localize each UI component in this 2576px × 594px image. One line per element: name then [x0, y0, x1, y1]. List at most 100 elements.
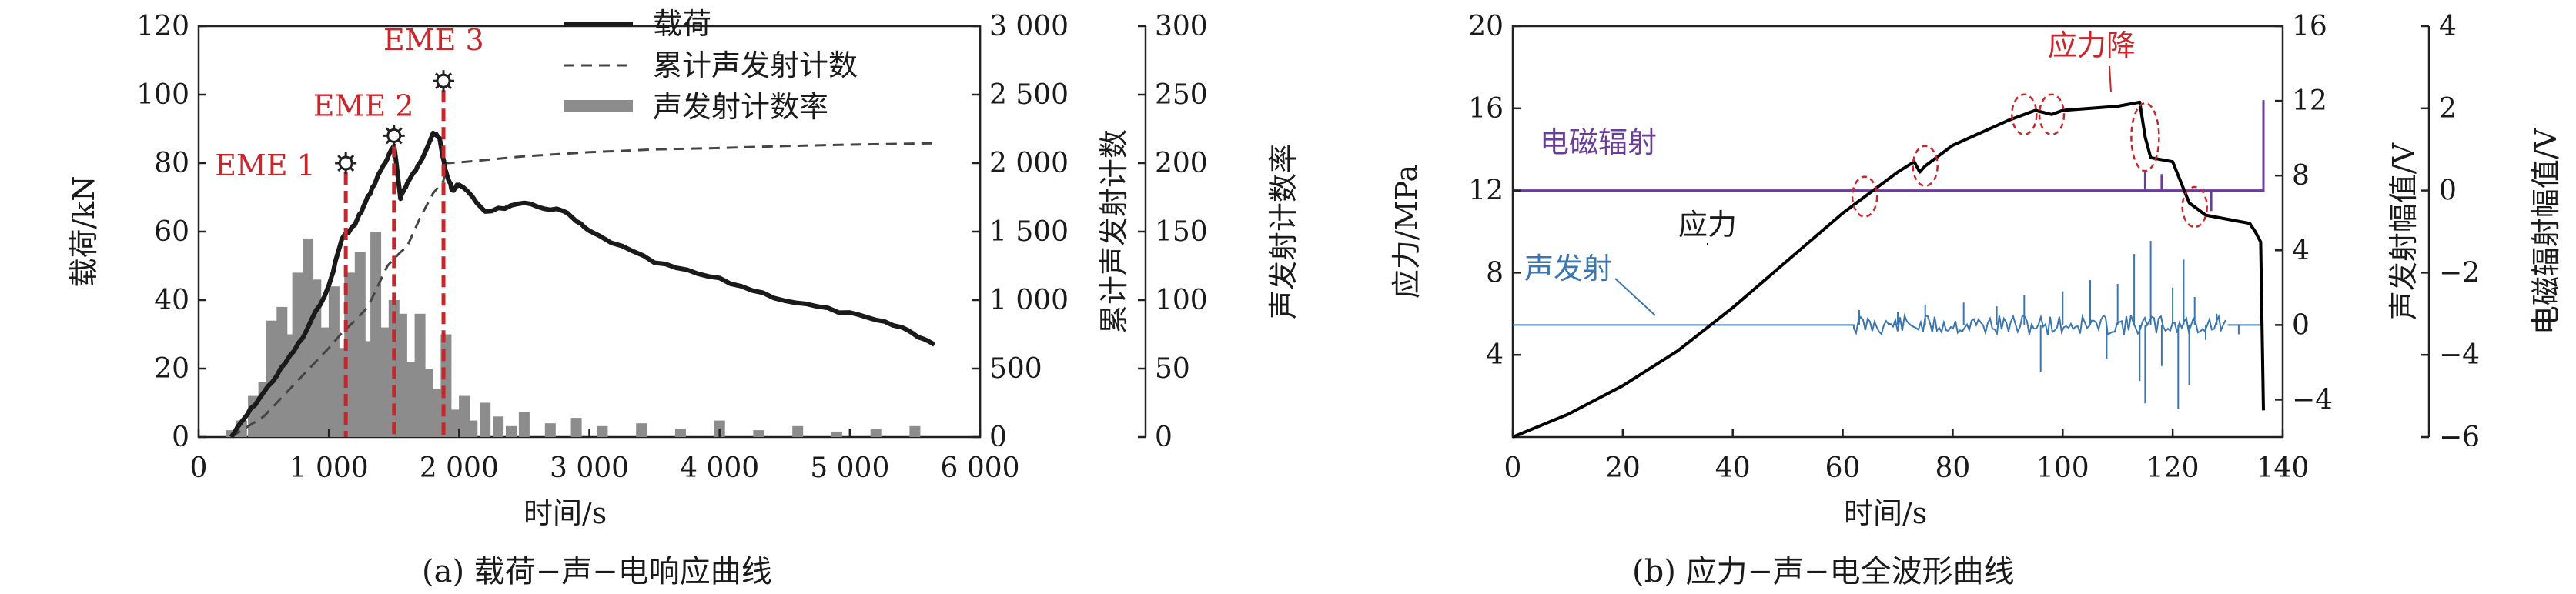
ae-rate-bar	[448, 409, 460, 437]
x-tick-label: 1 000	[289, 452, 369, 484]
right2-tick-label: 50	[1155, 353, 1190, 385]
y-tick-label: 16	[1468, 93, 1504, 125]
right1-tick-label: 16	[2292, 11, 2327, 42]
panel-b-ae-label: 声发射	[1524, 252, 1612, 285]
eme-label: EME 1	[215, 148, 316, 182]
eme-burst-icon	[386, 128, 402, 143]
right1-tick-label: 3 000	[989, 11, 1069, 42]
eme-burst-ray	[337, 155, 342, 159]
eme-burst-ray	[447, 72, 452, 77]
panel-b-right2-y-ticks: −6 −4 −2 0 2 4	[2421, 11, 2480, 453]
x-tick-label: 40	[1715, 452, 1751, 484]
x-tick-label: 3 000	[550, 452, 629, 484]
right1-tick-label: 8	[2292, 160, 2310, 192]
panel-a-legend: 载荷 累计声发射计数 声发射计数率	[564, 7, 858, 124]
y-tick-label: 20	[154, 353, 189, 385]
x-tick-label: 6 000	[940, 452, 1019, 484]
right2-tick-label: 2	[2439, 93, 2457, 125]
ae-rate-bar	[870, 429, 882, 437]
ae-rate-bar	[518, 412, 530, 437]
ae-rate-bar	[266, 320, 277, 437]
x-tick-label: 5 000	[810, 452, 889, 484]
legend-rate-label: 声发射计数率	[653, 90, 828, 124]
y-tick-label: 100	[136, 79, 189, 111]
ae-rate-bar	[396, 313, 407, 437]
eme-label: EME 2	[313, 88, 414, 122]
y-tick-label: 4	[1486, 339, 1504, 371]
panel-b-right1-y-ticks: −4 0 4 8 12 16	[2275, 11, 2333, 415]
ae-rate-bar	[792, 425, 804, 437]
panel-a-caption: (a) 载荷−声−电响应曲线	[422, 554, 772, 589]
panel-a-load-line	[229, 130, 936, 439]
panel-a-right1-y-ticks: 0 500 1 000 1 500 2 000 2 500 3 000	[972, 11, 1069, 453]
eme-label: EME 3	[383, 23, 484, 57]
ae-rate-bar	[467, 420, 478, 437]
right1-tick-label: 1 500	[989, 216, 1069, 248]
y-tick-label: 12	[1468, 175, 1504, 207]
y-tick-label: 20	[1468, 11, 1504, 42]
legend-load-label: 载荷	[653, 7, 711, 41]
ae-rate-bar	[344, 272, 356, 437]
panel-a: EME 1 EME 2 EME 3 0 1 000 2 000 3 000 4 000 5 0…	[67, 7, 1300, 589]
right2-tick-label: 200	[1155, 148, 1208, 179]
panel-b-right1-y-axis-label: 声发射幅值/V	[2387, 142, 2420, 320]
stress-drop-ellipse	[2130, 102, 2160, 172]
right2-tick-label: 250	[1155, 79, 1208, 111]
ae-rate-bar	[831, 431, 842, 437]
x-tick-label: 60	[1825, 452, 1861, 484]
x-tick-label: 20	[1605, 452, 1641, 484]
panel-b-stress-drop-label: 应力降	[2048, 28, 2136, 62]
right1-tick-label: 2 500	[989, 79, 1069, 111]
panel-b-emr-label: 电磁辐射	[1540, 125, 1657, 159]
panel-a-left-y-ticks: 0 20 40 60 80 100 120	[136, 11, 206, 453]
y-tick-label: 60	[154, 216, 189, 248]
panel-a-x-ticks: 0 1 000 2 000 3 000 4 000 5 000 6 000	[190, 429, 1020, 484]
eme-burst-ray	[447, 85, 452, 90]
ae-rate-bar	[909, 425, 921, 437]
eme-burst-ray	[385, 139, 390, 145]
ae-rate-bar	[493, 416, 504, 437]
ae-rate-bar	[370, 232, 382, 437]
panel-b-stress-line	[1512, 100, 2265, 439]
ae-rate-bar	[753, 430, 764, 437]
eme-burst-ray	[398, 127, 403, 132]
x-tick-label: 140	[2257, 452, 2310, 484]
ae-rate-bar	[422, 369, 433, 437]
panel-a-right1-y-axis-label: 累计声发射计数	[1097, 129, 1131, 334]
panel-b-x-ticks: 0 20 40 60 80 100 120 140	[1504, 429, 2310, 484]
x-tick-label: 0	[1504, 452, 1522, 484]
legend-rate-swatch	[564, 100, 633, 112]
x-tick-label: 80	[1935, 452, 1971, 484]
stress-drop-ellipse	[2181, 185, 2208, 229]
ae-rate-bar	[480, 402, 491, 437]
panel-b-ae-waveform	[1513, 241, 2263, 409]
eme-burst-ray	[435, 85, 440, 90]
right1-tick-label: 12	[2292, 85, 2327, 117]
x-tick-label: 2 000	[420, 452, 499, 484]
ae-rate-bar	[674, 429, 686, 437]
ae-rate-bar	[318, 327, 330, 437]
right1-tick-label: 0	[2292, 309, 2310, 341]
right1-tick-label: 500	[989, 353, 1042, 385]
panel-a-right2-y-ticks: 0 50 100 150 200 250 300	[1138, 11, 1208, 453]
right1-tick-label: −4	[2292, 384, 2333, 415]
eme-burst-ray	[337, 167, 342, 172]
right2-tick-label: 0	[1155, 422, 1173, 453]
panel-a-right2-y-axis-label: 声发射计数率	[1266, 144, 1300, 319]
panel-b-x-axis-label: 时间/s	[1844, 496, 1927, 530]
right2-tick-label: −6	[2439, 422, 2480, 453]
x-tick-label: 4 000	[680, 452, 759, 484]
x-tick-label: 100	[2036, 452, 2089, 484]
x-tick-label: 120	[2146, 452, 2200, 484]
eme-burst-ray	[385, 127, 390, 132]
right1-tick-label: 4	[2292, 235, 2310, 266]
ae-rate-bar	[570, 418, 582, 437]
panel-b-stress-drop-leader	[2109, 65, 2112, 93]
right2-tick-label: −2	[2439, 257, 2480, 289]
panel-b-right2-y-axis-label: 电磁辐射幅值/V	[2529, 128, 2563, 335]
stress-drop-ellipse	[2038, 93, 2066, 136]
panel-b-left-y-ticks: 4 8 12 16 20	[1468, 11, 1521, 371]
panel-a-cumulative-ae-line	[230, 142, 935, 439]
ae-rate-bar	[292, 272, 303, 437]
